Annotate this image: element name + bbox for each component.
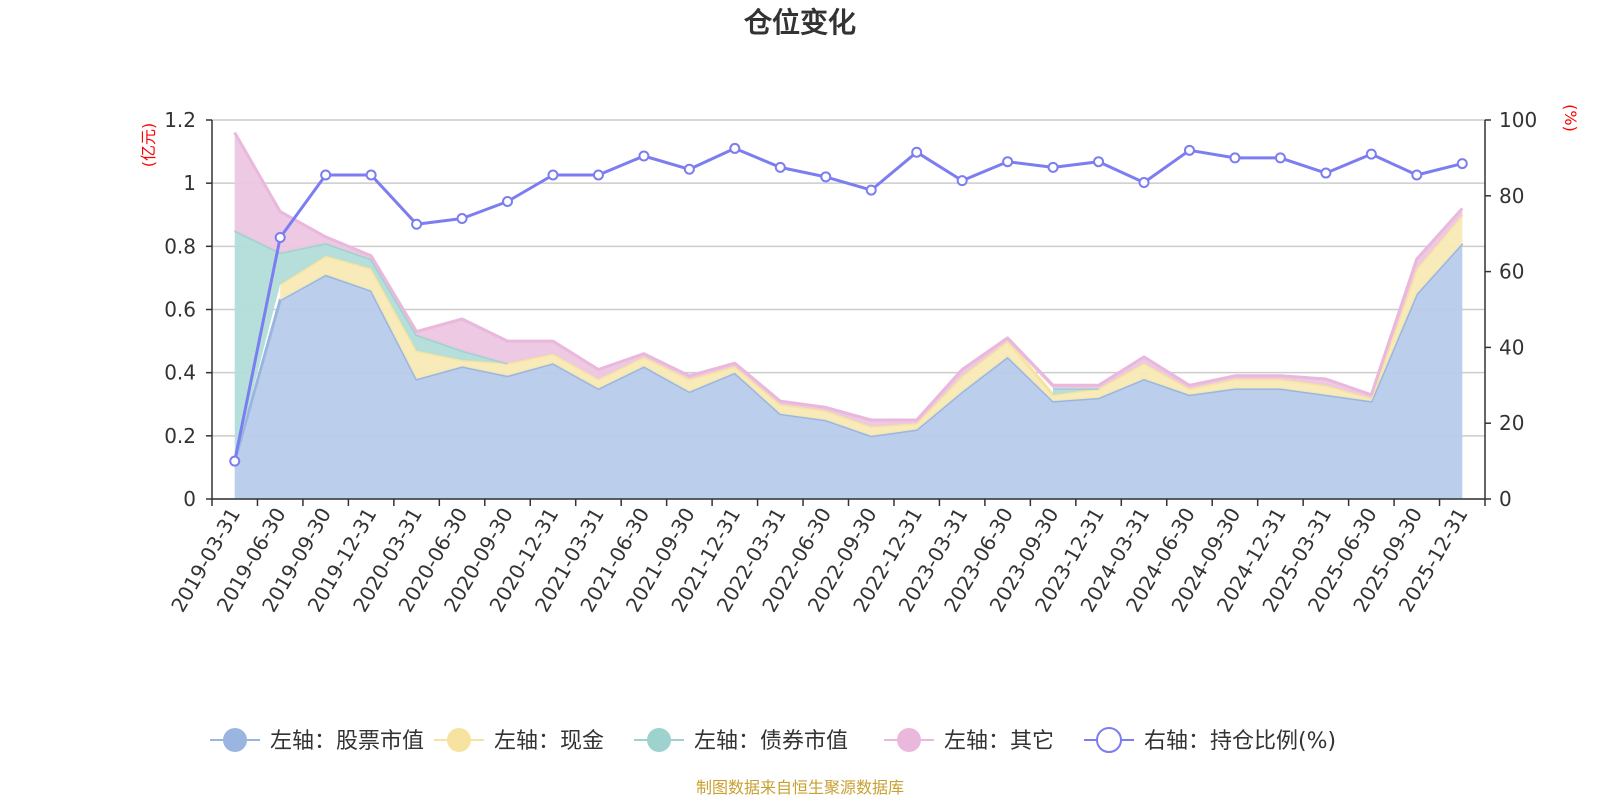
ratio-point bbox=[1093, 156, 1105, 168]
area-3 bbox=[234, 132, 1463, 427]
legend-item-4: 右轴：持仓比例(%) bbox=[1084, 727, 1336, 754]
ratio-point bbox=[229, 455, 241, 467]
left-tick-label: 1.2 bbox=[164, 108, 196, 132]
ratio-point bbox=[274, 231, 286, 243]
left-tick-label: 0.8 bbox=[164, 234, 196, 258]
ratio-line-path bbox=[233, 146, 1463, 462]
ratio-point bbox=[1183, 144, 1195, 156]
ratio-point bbox=[729, 142, 741, 154]
ratio-point bbox=[865, 184, 877, 196]
ratio-point bbox=[1229, 152, 1241, 164]
area-1 bbox=[280, 214, 1463, 436]
ratio-point bbox=[1365, 148, 1377, 160]
data-source-note: 制图数据来自恒生聚源数据库 bbox=[696, 778, 904, 797]
x-axis-ticks: 2019-03-312019-06-302019-09-302019-12-31… bbox=[166, 499, 1486, 616]
area-2 bbox=[234, 230, 508, 462]
legend-marker bbox=[1096, 727, 1122, 753]
right-tick-label: 0 bbox=[1499, 487, 1512, 511]
left-axis-ticks: 0 0.2 0.4 0.6 0.8 1 1.2 bbox=[164, 108, 212, 511]
left-tick-label: 0.2 bbox=[164, 424, 196, 448]
legend-item-0: 左轴：股票市值 bbox=[210, 728, 424, 754]
legend-item-1: 左轴：现金 bbox=[434, 728, 604, 754]
ratio-point bbox=[774, 161, 786, 173]
ratio-point bbox=[502, 195, 514, 207]
ratio-point bbox=[1411, 169, 1423, 181]
area-2 bbox=[1053, 388, 1099, 395]
legend-label: 左轴：股票市值 bbox=[270, 729, 424, 754]
ratio-point bbox=[1047, 161, 1059, 173]
ratio-point bbox=[456, 213, 468, 225]
legend-item-3: 左轴：其它 bbox=[884, 728, 1054, 754]
ratio-point bbox=[1002, 156, 1014, 168]
right-tick-label: 60 bbox=[1499, 260, 1524, 284]
legend-label: 左轴：现金 bbox=[494, 729, 604, 754]
right-tick-label: 100 bbox=[1499, 108, 1537, 132]
ratio-point bbox=[592, 169, 604, 181]
ratio-point bbox=[683, 163, 695, 175]
legend-label: 左轴：其它 bbox=[944, 729, 1054, 754]
right-axis-ticks: 0 20 40 60 80 100 bbox=[1485, 108, 1537, 511]
legend-marker bbox=[897, 728, 921, 752]
right-tick-label: 40 bbox=[1499, 335, 1524, 359]
ratio-point bbox=[820, 171, 832, 183]
left-tick-label: 0.6 bbox=[164, 298, 196, 322]
right-tick-label: 80 bbox=[1499, 184, 1524, 208]
legend-label: 右轴：持仓比例(%) bbox=[1144, 729, 1336, 754]
left-axis-unit: (亿元) bbox=[139, 123, 158, 168]
left-tick-label: 0.4 bbox=[164, 361, 196, 385]
chart-title: 仓位变化 bbox=[744, 6, 856, 39]
right-axis-unit: (%) bbox=[1561, 104, 1580, 132]
ratio-point bbox=[1138, 177, 1150, 189]
holding-ratio-line bbox=[229, 142, 1468, 467]
left-tick-label: 1 bbox=[183, 171, 196, 195]
area-series bbox=[233, 131, 1464, 499]
ratio-point bbox=[320, 169, 332, 181]
ratio-point bbox=[911, 146, 923, 158]
ratio-point bbox=[365, 169, 377, 181]
legend-label: 左轴：债券市值 bbox=[694, 729, 848, 754]
left-tick-label: 0 bbox=[183, 487, 196, 511]
ratio-point bbox=[411, 218, 423, 230]
ratio-point bbox=[638, 150, 650, 162]
legend-marker bbox=[647, 728, 671, 752]
legend: 左轴：股票市值 左轴：现金 左轴：债券市值 左轴：其它 右轴：持仓比例(%) bbox=[210, 727, 1336, 754]
ratio-point bbox=[547, 169, 559, 181]
ratio-point bbox=[1274, 152, 1286, 164]
area-edge-3 bbox=[233, 131, 1464, 422]
legend-marker bbox=[447, 728, 471, 752]
legend-marker bbox=[223, 728, 247, 752]
legend-item-2: 左轴：债券市值 bbox=[634, 728, 848, 754]
right-tick-label: 20 bbox=[1499, 411, 1524, 435]
ratio-point bbox=[956, 175, 968, 187]
ratio-point bbox=[1320, 167, 1332, 179]
area-0 bbox=[234, 243, 1463, 499]
ratio-point bbox=[1456, 158, 1468, 170]
